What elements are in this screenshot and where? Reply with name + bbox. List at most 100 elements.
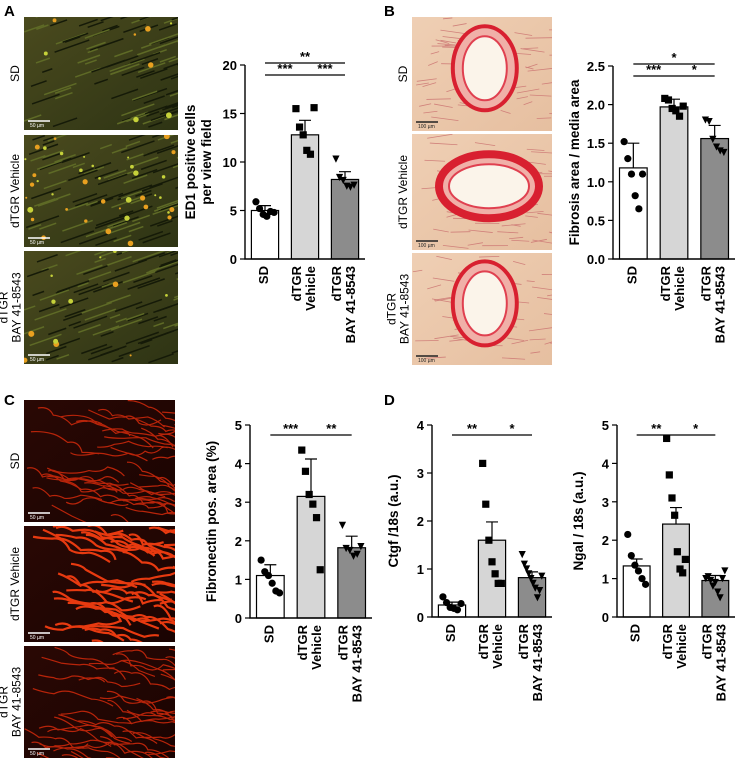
x-tick-label: dTGRVehicle bbox=[289, 265, 318, 310]
data-point bbox=[488, 558, 495, 565]
y-axis-label: ED1 positive cells bbox=[183, 105, 198, 220]
scale-bar-label: 50 µm bbox=[30, 357, 44, 363]
panel-letter: C bbox=[4, 392, 15, 409]
y-tick-label: 1 bbox=[235, 572, 242, 587]
scale-bar-label: 50 µm bbox=[30, 123, 44, 129]
texture bbox=[169, 207, 174, 212]
y-axis-label: Ngal / 18s (a.u.) bbox=[571, 471, 586, 570]
texture bbox=[166, 697, 239, 724]
texture bbox=[25, 197, 27, 199]
data-point bbox=[269, 580, 276, 587]
micrograph bbox=[412, 134, 569, 250]
texture bbox=[113, 282, 119, 288]
texture bbox=[144, 205, 149, 210]
texture bbox=[98, 177, 101, 180]
data-point bbox=[706, 118, 713, 125]
y-axis-label: Fibrosis area / media area bbox=[567, 79, 582, 245]
data-point bbox=[721, 567, 728, 574]
data-point bbox=[639, 170, 646, 177]
y-tick-label: 0.0 bbox=[587, 252, 605, 267]
texture bbox=[84, 219, 87, 222]
texture bbox=[83, 179, 88, 184]
significance-label: ** bbox=[651, 421, 662, 436]
data-point bbox=[635, 205, 642, 212]
texture bbox=[53, 18, 57, 22]
texture bbox=[54, 137, 57, 140]
texture bbox=[106, 229, 112, 235]
data-point bbox=[666, 471, 673, 478]
texture bbox=[36, 8, 61, 17]
texture bbox=[113, 249, 117, 253]
data-point bbox=[313, 514, 320, 521]
micrograph-content bbox=[24, 646, 240, 761]
scale-bar-label: 100 µm bbox=[418, 243, 435, 249]
x-tick-label: SD bbox=[625, 266, 640, 284]
data-point bbox=[302, 468, 309, 475]
vessel-lumen bbox=[463, 271, 507, 335]
y-tick-label: 1 bbox=[602, 572, 609, 587]
texture bbox=[30, 182, 34, 186]
y-axis-label: per view field bbox=[199, 119, 214, 205]
significance-label: *** bbox=[283, 421, 299, 436]
y-axis-label: Ctgf /18s (a.u.) bbox=[386, 474, 401, 567]
micrograph-content bbox=[24, 126, 208, 247]
texture bbox=[65, 208, 68, 211]
texture bbox=[162, 175, 165, 178]
texture bbox=[24, 158, 26, 160]
data-point bbox=[642, 581, 649, 588]
data-point bbox=[276, 589, 283, 596]
y-tick-label: 1 bbox=[417, 562, 424, 577]
data-point bbox=[663, 435, 670, 442]
image-label: dTGR Vehicle bbox=[396, 155, 410, 229]
texture bbox=[130, 354, 132, 356]
texture bbox=[28, 331, 34, 337]
texture bbox=[22, 358, 27, 363]
y-tick-label: 4 bbox=[602, 456, 610, 471]
micrograph bbox=[412, 253, 572, 365]
texture bbox=[128, 241, 134, 247]
data-point bbox=[665, 96, 672, 103]
bar bbox=[331, 179, 358, 259]
x-tick-label: dTGRVehicle bbox=[658, 265, 687, 310]
data-point bbox=[332, 155, 339, 162]
texture bbox=[177, 268, 208, 279]
y-tick-label: 0 bbox=[230, 252, 237, 267]
texture bbox=[140, 195, 145, 200]
texture bbox=[51, 193, 53, 195]
texture bbox=[79, 169, 83, 173]
scale-bar-label: 100 µm bbox=[418, 358, 435, 364]
y-tick-label: 15 bbox=[223, 107, 237, 122]
texture bbox=[127, 156, 129, 158]
y-tick-label: 3 bbox=[235, 495, 242, 510]
vessel-lumen bbox=[449, 164, 529, 208]
texture bbox=[101, 199, 106, 204]
data-point bbox=[265, 572, 272, 579]
texture bbox=[43, 146, 47, 150]
data-point bbox=[479, 460, 486, 467]
data-point bbox=[298, 446, 305, 453]
texture bbox=[133, 170, 138, 175]
image-label: dTGRBAY 41-8543 bbox=[0, 272, 24, 343]
bar bbox=[620, 168, 648, 259]
micrograph-content bbox=[412, 134, 569, 250]
image-label: dTGRBAY 41-8543 bbox=[0, 667, 24, 738]
micrograph-content bbox=[24, 8, 204, 130]
data-point bbox=[258, 557, 265, 564]
data-point bbox=[309, 501, 316, 508]
texture bbox=[83, 156, 85, 158]
y-tick-label: 3 bbox=[602, 495, 609, 510]
data-point bbox=[454, 606, 461, 613]
data-point bbox=[519, 551, 526, 558]
x-tick-label: dTGRBAY 41-8543 bbox=[699, 265, 728, 343]
image-label: SD bbox=[396, 65, 410, 82]
y-tick-label: 5 bbox=[235, 418, 242, 433]
data-point bbox=[252, 198, 259, 205]
data-point bbox=[292, 105, 299, 112]
y-tick-label: 10 bbox=[223, 155, 237, 170]
texture bbox=[177, 33, 203, 42]
y-tick-label: 0 bbox=[235, 611, 242, 626]
texture bbox=[99, 256, 101, 258]
texture bbox=[172, 10, 201, 20]
scale-bar-label: 100 µm bbox=[418, 124, 435, 130]
x-tick-label: dTGRBAY 41-8543 bbox=[336, 624, 365, 702]
